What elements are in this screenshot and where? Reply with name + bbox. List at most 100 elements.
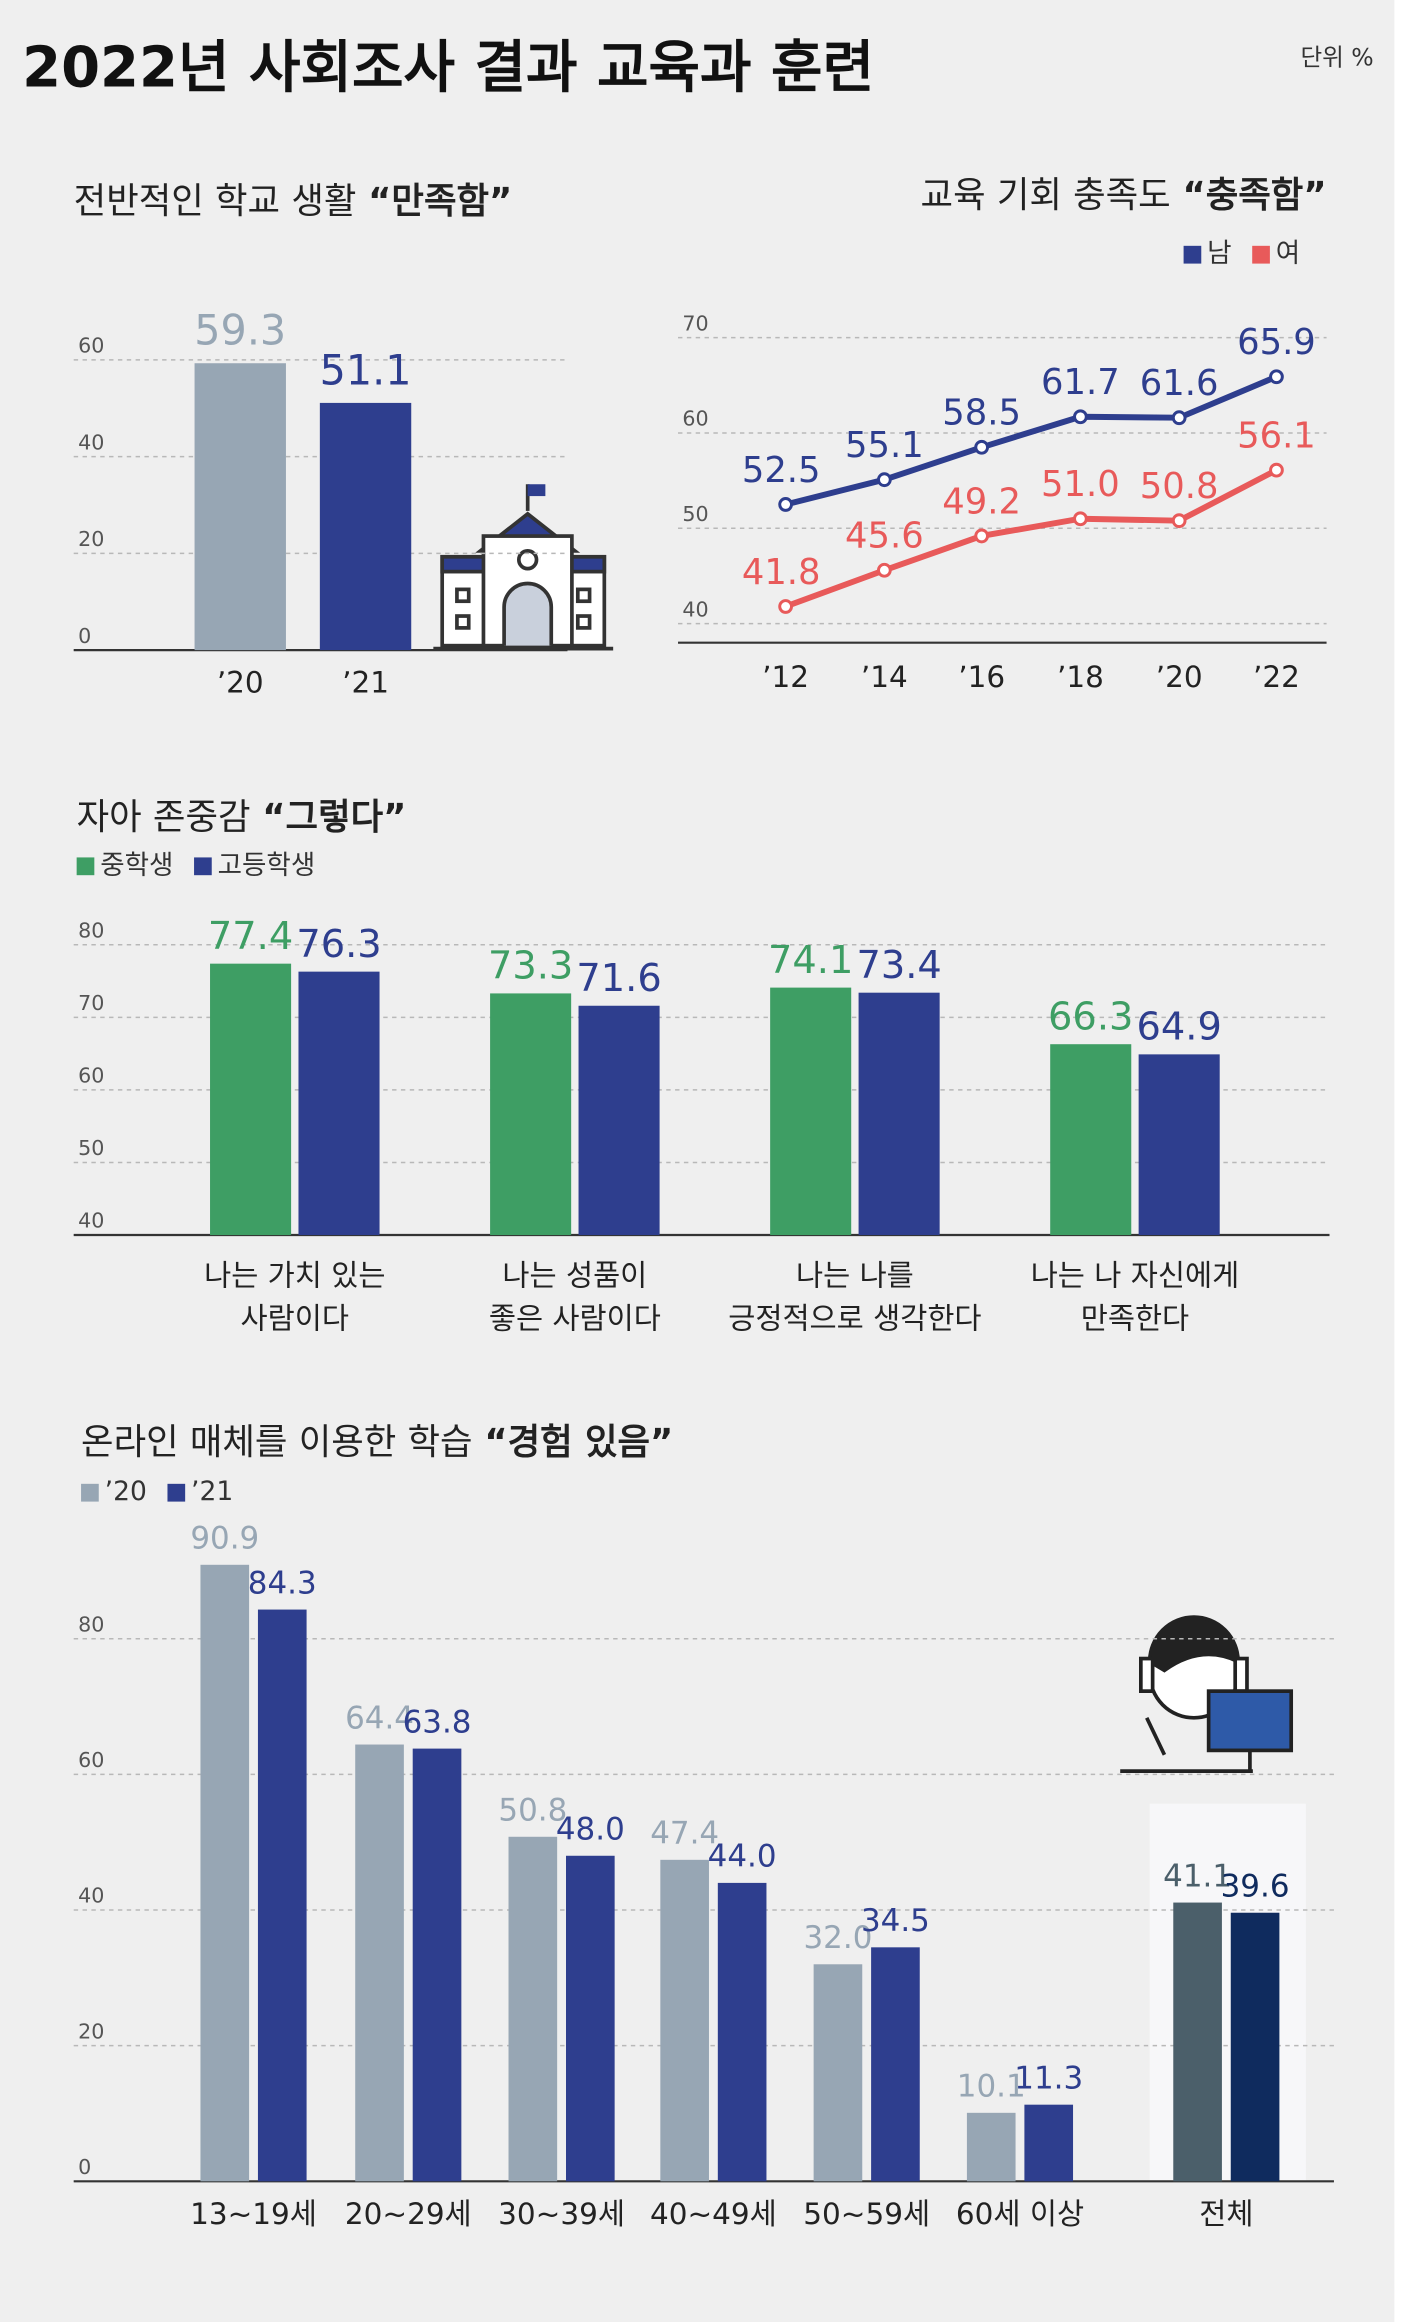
- point: [1073, 409, 1088, 425]
- chart-title: 전반적인 학교 생활 “만족함”: [74, 181, 513, 222]
- x-tick-label: 40~49세: [650, 2197, 777, 2231]
- chart-title: 온라인 매체를 이용한 학습 “경험 있음”: [81, 1422, 673, 1463]
- bar: [1050, 1044, 1132, 1236]
- bar: [210, 963, 292, 1236]
- bar: [1173, 1902, 1222, 2182]
- bar: [660, 1859, 709, 2182]
- chart-title-text: 교육 기회 충족도: [921, 175, 1171, 216]
- x-tick-label: 나는 나를 긍정적으로 생각한다: [728, 1258, 981, 1335]
- value-label: 47.4: [650, 1816, 719, 1852]
- point: [1269, 369, 1284, 385]
- value-label: 59.3: [194, 307, 286, 355]
- value-label: 32.0: [803, 1920, 872, 1956]
- x-tick-label: ’21: [342, 666, 389, 700]
- value-label: 49.2: [942, 481, 1021, 522]
- bar: [566, 1855, 615, 2182]
- y-tick-label: 40: [78, 1209, 104, 1233]
- bar: [298, 971, 380, 1236]
- value-label: 73.4: [856, 943, 941, 988]
- value-label: 50.8: [498, 1793, 567, 1829]
- y-tick-label: 60: [78, 1064, 104, 1088]
- x-tick-label: ’20: [1156, 660, 1203, 694]
- point: [778, 599, 793, 614]
- value-label: 41.1: [1163, 1858, 1232, 1894]
- value-label: 65.9: [1237, 322, 1316, 363]
- value-label: 45.6: [845, 516, 924, 557]
- y-tick-label: 40: [78, 430, 104, 454]
- y-tick-label: 20: [78, 2019, 104, 2043]
- y-tick-label: 40: [78, 1884, 104, 1908]
- legend-swatch: [167, 1483, 186, 1502]
- value-label: 76.3: [296, 922, 381, 967]
- y-tick-label: 40: [682, 597, 708, 621]
- value-label: 64.4: [345, 1700, 414, 1736]
- y-tick-label: 0: [78, 2155, 91, 2179]
- legend-label: ’20: [105, 1476, 147, 1507]
- value-label: 77.4: [208, 914, 293, 959]
- legend-label: 중학생: [100, 850, 173, 881]
- value-label: 48.0: [556, 1812, 625, 1848]
- unit-label: 단위 %: [1300, 44, 1373, 72]
- x-tick-label: ’20: [217, 666, 264, 700]
- value-label: 39.6: [1221, 1869, 1290, 1905]
- point: [1073, 511, 1088, 527]
- value-label: 11.3: [1014, 2060, 1083, 2096]
- value-label: 61.7: [1041, 362, 1120, 403]
- value-label: 61.6: [1140, 363, 1219, 404]
- value-label: 10.1: [957, 2069, 1026, 2105]
- legend-label: ’21: [191, 1476, 233, 1507]
- chart-title-highlight: “그렇다”: [262, 797, 406, 838]
- value-label: 44.0: [708, 1839, 777, 1875]
- y-tick-label: 60: [78, 333, 104, 357]
- legend-label: 고등학생: [218, 850, 316, 881]
- x-tick-label: 30~39세: [498, 2197, 625, 2231]
- line: [784, 373, 1278, 508]
- point: [974, 439, 990, 455]
- chart-title-text: 전반적인 학교 생활: [74, 181, 357, 222]
- value-label: 51.1: [320, 346, 412, 394]
- chart-title: 자아 존중감 “그렇다”: [77, 797, 407, 838]
- bar: [770, 987, 852, 1236]
- bar: [412, 1748, 462, 2182]
- bar: [319, 402, 412, 651]
- x-tick-label: ’18: [1057, 660, 1104, 694]
- y-tick-label: 20: [78, 527, 104, 551]
- value-label: 84.3: [248, 1565, 317, 1601]
- y-tick-label: 50: [78, 1136, 104, 1160]
- bar: [1024, 2104, 1074, 2182]
- chart-title-highlight: “충족함”: [1183, 175, 1327, 216]
- bar: [355, 1744, 404, 2182]
- value-label: 41.8: [742, 552, 821, 593]
- point: [974, 528, 990, 544]
- y-tick-label: 0: [78, 624, 91, 648]
- value-label: 74.1: [768, 938, 853, 983]
- legend-swatch: [76, 857, 95, 876]
- point: [1171, 410, 1187, 426]
- value-label: 50.8: [1140, 466, 1219, 507]
- chart-title: 교육 기회 충족도 “충족함”: [921, 175, 1327, 216]
- x-tick-label: ’12: [762, 660, 809, 694]
- x-tick-label: 나는 성품이 좋은 사람이다: [489, 1258, 661, 1335]
- legend-swatch: [81, 1483, 99, 1502]
- x-tick-label: ’16: [958, 660, 1005, 694]
- value-label: 90.9: [190, 1521, 259, 1557]
- point: [1171, 513, 1187, 529]
- x-tick-label: 13~19세: [190, 2197, 317, 2231]
- value-label: 52.5: [742, 450, 821, 491]
- bar: [966, 2112, 1016, 2182]
- bar: [490, 993, 572, 1236]
- value-label: 58.5: [942, 393, 1021, 434]
- x-tick-label: 전체: [1199, 2197, 1253, 2231]
- legend-swatch: [194, 857, 212, 876]
- y-tick-label: 50: [682, 502, 708, 526]
- y-tick-label: 60: [78, 1748, 104, 1772]
- chart-title-highlight: “경험 있음”: [484, 1422, 673, 1463]
- y-tick-label: 60: [682, 407, 708, 431]
- bar: [813, 1964, 863, 2182]
- x-tick-label: 나는 가치 있는 사람이다: [204, 1258, 385, 1335]
- value-label: 73.3: [488, 944, 573, 989]
- student-icon: [1120, 1615, 1294, 1773]
- y-tick-label: 80: [78, 1612, 104, 1636]
- chart-title-text: 자아 존중감: [77, 797, 251, 838]
